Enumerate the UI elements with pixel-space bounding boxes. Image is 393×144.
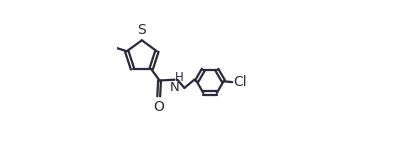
Text: Cl: Cl	[233, 75, 247, 89]
Text: S: S	[138, 23, 146, 37]
Text: N: N	[170, 81, 180, 94]
Text: H: H	[175, 71, 184, 84]
Text: O: O	[153, 100, 164, 113]
